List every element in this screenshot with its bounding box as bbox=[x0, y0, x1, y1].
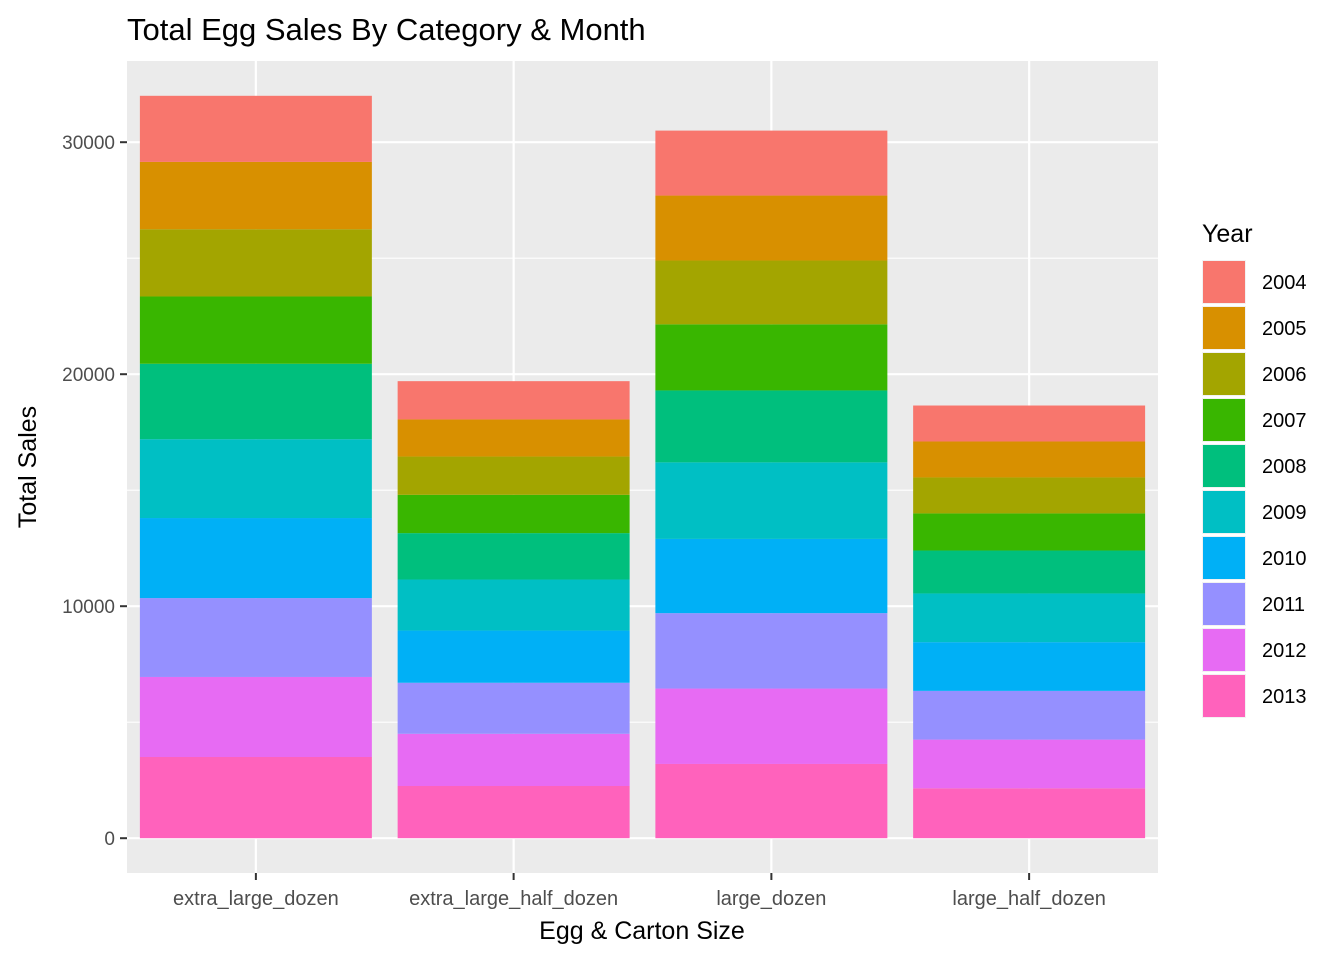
legend-key bbox=[1203, 445, 1245, 487]
legend-label: 2012 bbox=[1262, 640, 1307, 662]
bar-segment bbox=[655, 195, 888, 261]
y-tick-label: 10000 bbox=[62, 597, 115, 618]
bar-segment bbox=[655, 462, 888, 539]
bar-segment bbox=[913, 593, 1146, 643]
bar-segment bbox=[655, 688, 888, 764]
bar-segment bbox=[913, 550, 1146, 594]
axes: 0 10000 20000 30000 extra_large_dozen extra_l… bbox=[62, 133, 1106, 910]
bar-segment bbox=[397, 682, 630, 734]
bar-segment bbox=[655, 260, 888, 325]
legend-label: 2005 bbox=[1262, 318, 1307, 340]
legend-label: 2008 bbox=[1262, 456, 1307, 478]
legend-key bbox=[1203, 353, 1245, 395]
bar-segment bbox=[139, 95, 372, 162]
bar-segment bbox=[139, 161, 372, 230]
bar-segment bbox=[139, 598, 372, 677]
legend-key bbox=[1203, 399, 1245, 441]
x-tick-label: large_dozen bbox=[716, 888, 826, 910]
bar-segment bbox=[397, 630, 630, 683]
bar-segment bbox=[655, 763, 888, 839]
legend-label: 2004 bbox=[1262, 272, 1307, 294]
legend-label: 2009 bbox=[1262, 502, 1307, 524]
legend-label: 2007 bbox=[1262, 410, 1307, 432]
bar-segment bbox=[913, 642, 1146, 691]
bar-segment bbox=[139, 757, 372, 839]
legend-label: 2006 bbox=[1262, 364, 1307, 386]
legend-key bbox=[1203, 491, 1245, 533]
bar-segment bbox=[913, 477, 1146, 514]
bar-segment bbox=[913, 788, 1146, 839]
bar-segment bbox=[139, 439, 372, 519]
bar-segment bbox=[139, 676, 372, 757]
bar-segment bbox=[397, 381, 630, 420]
bar-segment bbox=[139, 229, 372, 297]
x-axis-title: Egg & Carton Size bbox=[539, 917, 745, 945]
bar-segment bbox=[397, 733, 630, 786]
bar-segment bbox=[655, 324, 888, 391]
bar-segment bbox=[397, 419, 630, 457]
bar-segment bbox=[139, 363, 372, 440]
legend-key bbox=[1203, 537, 1245, 579]
legend-label: 2010 bbox=[1262, 548, 1307, 570]
bar-segment bbox=[913, 739, 1146, 789]
bar-segment bbox=[655, 130, 888, 196]
bar-segment bbox=[655, 390, 888, 463]
x-tick-label: extra_large_dozen bbox=[173, 888, 339, 910]
y-tick-label: 20000 bbox=[62, 365, 115, 386]
bar-segment bbox=[139, 518, 372, 599]
bar-segment bbox=[397, 456, 630, 495]
bar-segment bbox=[397, 533, 630, 580]
legend-key bbox=[1203, 629, 1245, 671]
y-axis-title: Total Sales bbox=[14, 406, 42, 528]
y-tick-label: 0 bbox=[104, 829, 115, 850]
x-tick-label: extra_large_half_dozen bbox=[409, 888, 618, 910]
bar-segment bbox=[913, 513, 1146, 551]
legend-label: 2011 bbox=[1262, 594, 1305, 616]
x-tick-label: large_half_dozen bbox=[952, 888, 1105, 910]
bar-segment bbox=[913, 690, 1146, 740]
bars bbox=[139, 95, 1146, 839]
legend-key bbox=[1203, 675, 1245, 717]
y-tick-label: 30000 bbox=[62, 133, 115, 154]
bar-segment bbox=[913, 405, 1146, 442]
legend-title: Year bbox=[1202, 220, 1253, 248]
legend-label: 2013 bbox=[1262, 686, 1307, 708]
chart-title: Total Egg Sales By Category & Month bbox=[127, 12, 646, 47]
legend: Year 2004 2005 2006 2007 2008 2009 2010 2011 201… bbox=[1202, 220, 1307, 718]
bar-segment bbox=[397, 494, 630, 534]
bar-segment bbox=[397, 579, 630, 631]
bar-segment bbox=[139, 296, 372, 364]
bar-segment bbox=[655, 613, 888, 689]
legend-key bbox=[1203, 261, 1245, 303]
legend-key bbox=[1203, 583, 1245, 625]
bar-segment bbox=[913, 441, 1146, 478]
bar-segment bbox=[397, 786, 630, 839]
bar-segment bbox=[655, 538, 888, 614]
legend-key bbox=[1203, 307, 1245, 349]
